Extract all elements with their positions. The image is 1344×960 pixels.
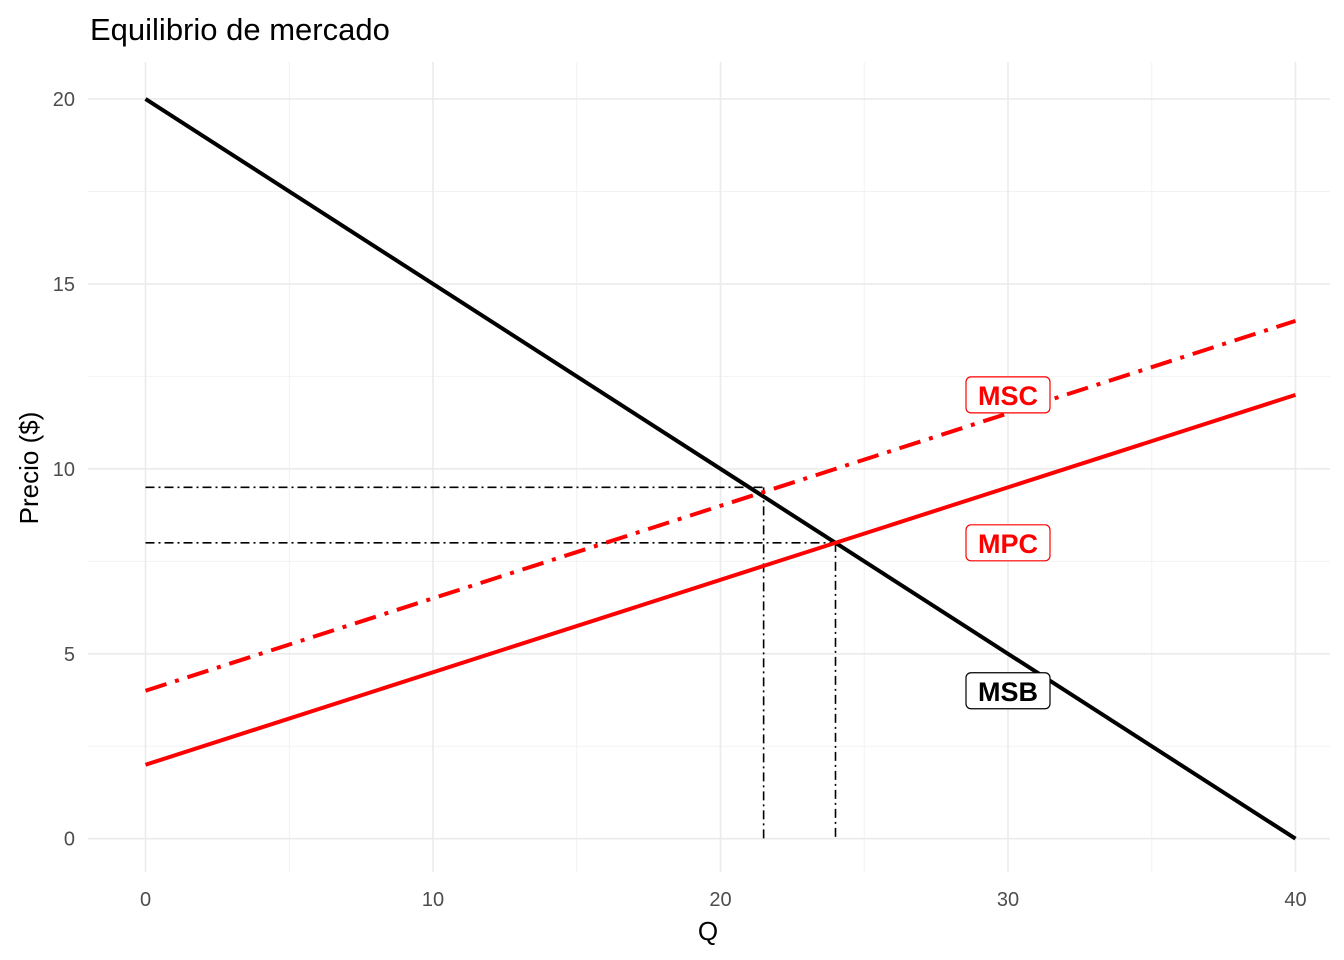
y-tick-label: 5 bbox=[64, 644, 75, 666]
x-tick-label: 30 bbox=[997, 889, 1019, 911]
label-box-msb bbox=[965, 672, 1051, 710]
y-axis-title: Precio ($) bbox=[14, 412, 44, 525]
series-line-mpc bbox=[144, 392, 1297, 767]
label-msc: MSC bbox=[978, 381, 1038, 411]
series-lines bbox=[144, 97, 1297, 841]
major-gridlines bbox=[88, 62, 1330, 872]
x-tick-label: 40 bbox=[1284, 889, 1306, 911]
y-tick-label: 20 bbox=[53, 89, 75, 111]
x-tick-labels: 0 10 20 30 40 bbox=[140, 889, 1307, 911]
x-tick-label: 0 bbox=[140, 889, 151, 911]
x-tick-label: 10 bbox=[422, 889, 444, 911]
label-box-mpc bbox=[965, 524, 1051, 562]
series-line-msc bbox=[144, 319, 1297, 693]
x-tick-label: 20 bbox=[709, 889, 731, 911]
series-labels: MSC MPC MSB bbox=[965, 376, 1051, 710]
label-mpc: MPC bbox=[978, 529, 1038, 559]
y-tick-label: 15 bbox=[53, 274, 75, 296]
label-msb: MSB bbox=[978, 677, 1038, 707]
chart-title: Equilibrio de mercado bbox=[90, 12, 390, 47]
y-tick-labels: 0 5 10 15 20 bbox=[53, 89, 75, 851]
label-box-msc bbox=[965, 376, 1051, 414]
minor-gridlines bbox=[88, 62, 1330, 872]
series-line-msb bbox=[144, 97, 1297, 841]
x-axis-title: Q bbox=[698, 916, 718, 946]
y-tick-label: 0 bbox=[64, 829, 75, 851]
reference-lines bbox=[145, 486, 837, 839]
y-tick-label: 10 bbox=[53, 459, 75, 481]
